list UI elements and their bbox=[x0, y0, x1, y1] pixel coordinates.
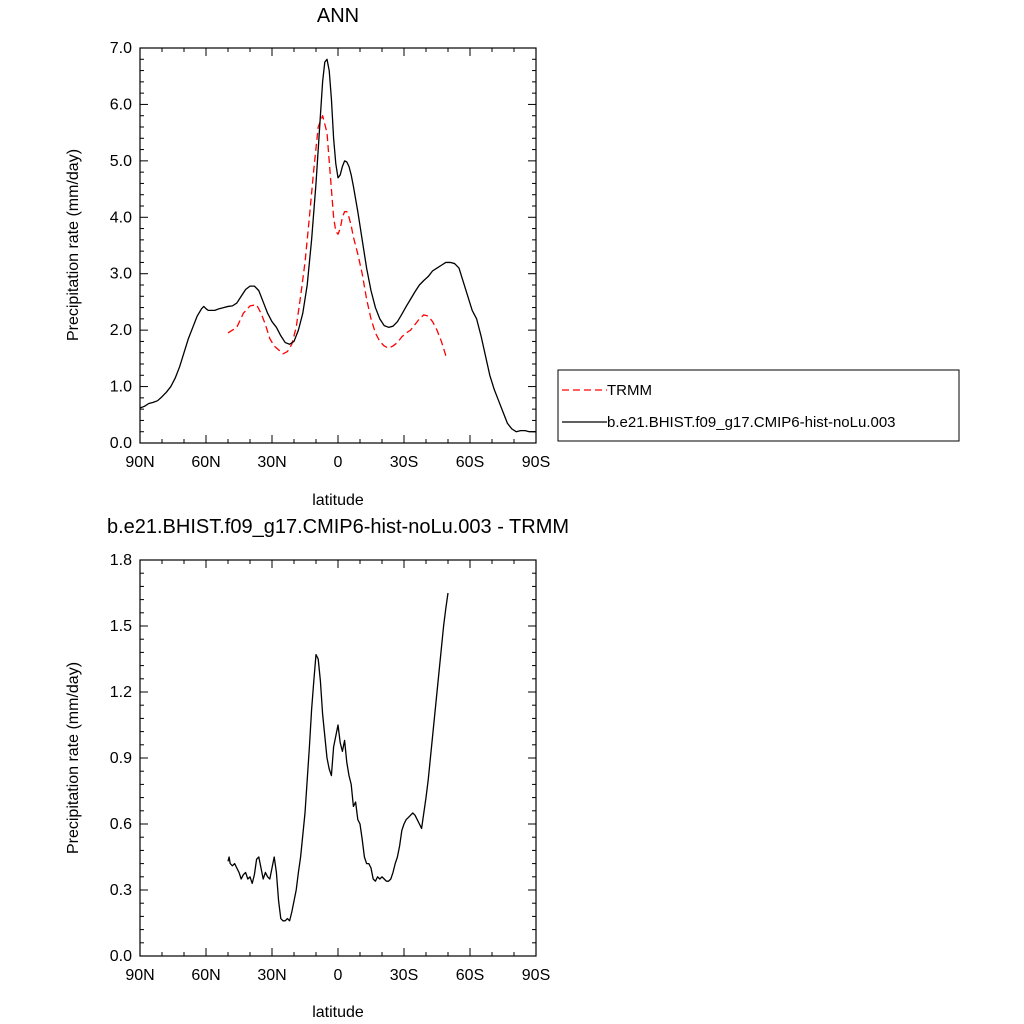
bottom-xtick-label: 90S bbox=[522, 967, 550, 984]
legend-label-model: b.e21.BHIST.f09_g17.CMIP6-hist-noLu.003 bbox=[607, 414, 896, 431]
legend-label-trmm: TRMM bbox=[607, 382, 652, 399]
top-ytick-label: 2.0 bbox=[110, 322, 132, 339]
bottom-ytick-label: 0.9 bbox=[110, 750, 132, 767]
bottom-ticks: 0.0 0.3 0.6 0.9 1.2 1.5 1.8 90N 60N 30N 0 30S 60S 90S bbox=[110, 552, 550, 984]
top-ytick-label: 1.0 bbox=[110, 379, 132, 396]
top-plot-frame bbox=[139, 47, 537, 444]
top-x-axis-label: latitude bbox=[312, 492, 364, 509]
legend: TRMM b.e21.BHIST.f09_g17.CMIP6-hist-noLu… bbox=[557, 369, 960, 442]
top-xtick-label: 60N bbox=[191, 454, 220, 471]
top-series-line-trmm bbox=[227, 115, 449, 359]
bottom-ytick-label: 1.5 bbox=[110, 618, 132, 635]
bottom-xtick-label: 90N bbox=[125, 967, 154, 984]
bottom-xtick-label: 0 bbox=[334, 967, 343, 984]
bottom-ytick-label: 1.2 bbox=[110, 684, 132, 701]
bottom-series-line-series-0 bbox=[227, 592, 449, 922]
top-ytick-label: 0.0 bbox=[110, 435, 132, 452]
top-xtick-label: 30N bbox=[257, 454, 286, 471]
top-ticks: 0.0 1.0 2.0 3.0 4.0 5.0 6.0 7.0 90N 60N 30N 0 30S 60S… bbox=[110, 40, 550, 471]
bottom-chart-title: b.e21.BHIST.f09_g17.CMIP6-hist-noLu.003 … bbox=[107, 516, 569, 538]
top-series bbox=[139, 58, 536, 433]
top-y-axis-label: Precipitation rate (mm/day) bbox=[65, 149, 82, 341]
top-xtick-label: 90N bbox=[125, 454, 154, 471]
bottom-y-axis-label: Precipitation rate (mm/day) bbox=[65, 662, 82, 854]
bottom-x-axis-label: latitude bbox=[312, 1004, 364, 1021]
bottom-xtick-label: 30S bbox=[390, 967, 418, 984]
bottom-panel: b.e21.BHIST.f09_g17.CMIP6-hist-noLu.003 … bbox=[65, 516, 569, 1021]
bottom-xtick-label: 60N bbox=[191, 967, 220, 984]
bottom-ytick-label: 0.3 bbox=[110, 882, 132, 899]
top-ytick-label: 7.0 bbox=[110, 40, 132, 57]
bottom-xtick-label: 60S bbox=[456, 967, 484, 984]
bottom-series bbox=[227, 592, 449, 922]
top-xtick-label: 30S bbox=[390, 454, 418, 471]
top-ytick-label: 6.0 bbox=[110, 96, 132, 113]
top-panel: ANN 0.0 1.0 2.0 3.0 4.0 5.0 6.0 7.0 90N 60N 30N 0 30… bbox=[65, 5, 550, 509]
top-ytick-label: 5.0 bbox=[110, 153, 132, 170]
top-xtick-label: 90S bbox=[522, 454, 550, 471]
bottom-ytick-label: 0.0 bbox=[110, 948, 132, 965]
top-chart-title: ANN bbox=[317, 5, 359, 27]
top-series-line-b-e21-bhist-f09-g17-cmip6-hist-nolu-003 bbox=[139, 58, 536, 433]
top-ytick-label: 4.0 bbox=[110, 209, 132, 226]
bottom-ytick-label: 1.8 bbox=[110, 552, 132, 569]
top-ytick-label: 3.0 bbox=[110, 266, 132, 283]
bottom-xtick-label: 30N bbox=[257, 967, 286, 984]
bottom-plot-frame bbox=[139, 559, 537, 957]
top-xtick-label: 60S bbox=[456, 454, 484, 471]
legend-box bbox=[557, 369, 960, 442]
top-xtick-label: 0 bbox=[334, 454, 343, 471]
bottom-ytick-label: 0.6 bbox=[110, 816, 132, 833]
